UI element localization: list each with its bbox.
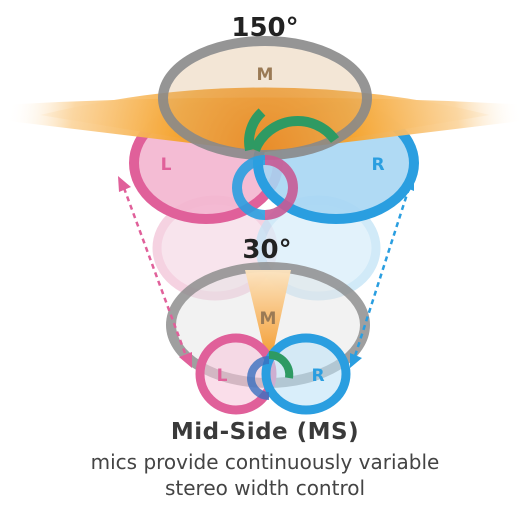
arrowhead-icon — [350, 353, 362, 368]
wide-left-label: L — [161, 155, 172, 175]
caption-line-2: stereo width control — [164, 476, 366, 500]
arrowhead-icon — [402, 176, 414, 191]
narrow-pattern: 30° M L R — [166, 235, 370, 415]
wide-pattern: 150° M L R — [0, 13, 530, 301]
narrow-pickup-cone — [245, 270, 291, 370]
diagram-title: Mid-Side (MS) — [170, 419, 360, 445]
caption-line-1: mics provide continuously variable — [90, 450, 440, 474]
arrowhead-icon — [118, 176, 131, 192]
wide-angle-label: 150° — [231, 13, 298, 43]
overlap-arc-wide — [250, 115, 340, 153]
left-lobe-narrow — [195, 333, 277, 415]
right-lobe-narrow — [261, 333, 351, 415]
narrow-left-label: L — [217, 366, 228, 386]
left-width-arrow — [118, 176, 192, 368]
narrow-angle-label: 30° — [242, 235, 291, 265]
wide-right-label: R — [371, 155, 384, 175]
wide-mid-label: M — [257, 65, 274, 85]
arrowhead-icon — [179, 352, 192, 368]
right-width-arrow — [350, 176, 414, 368]
narrow-mid-label: M — [260, 309, 277, 329]
narrow-right-label: R — [311, 366, 324, 386]
